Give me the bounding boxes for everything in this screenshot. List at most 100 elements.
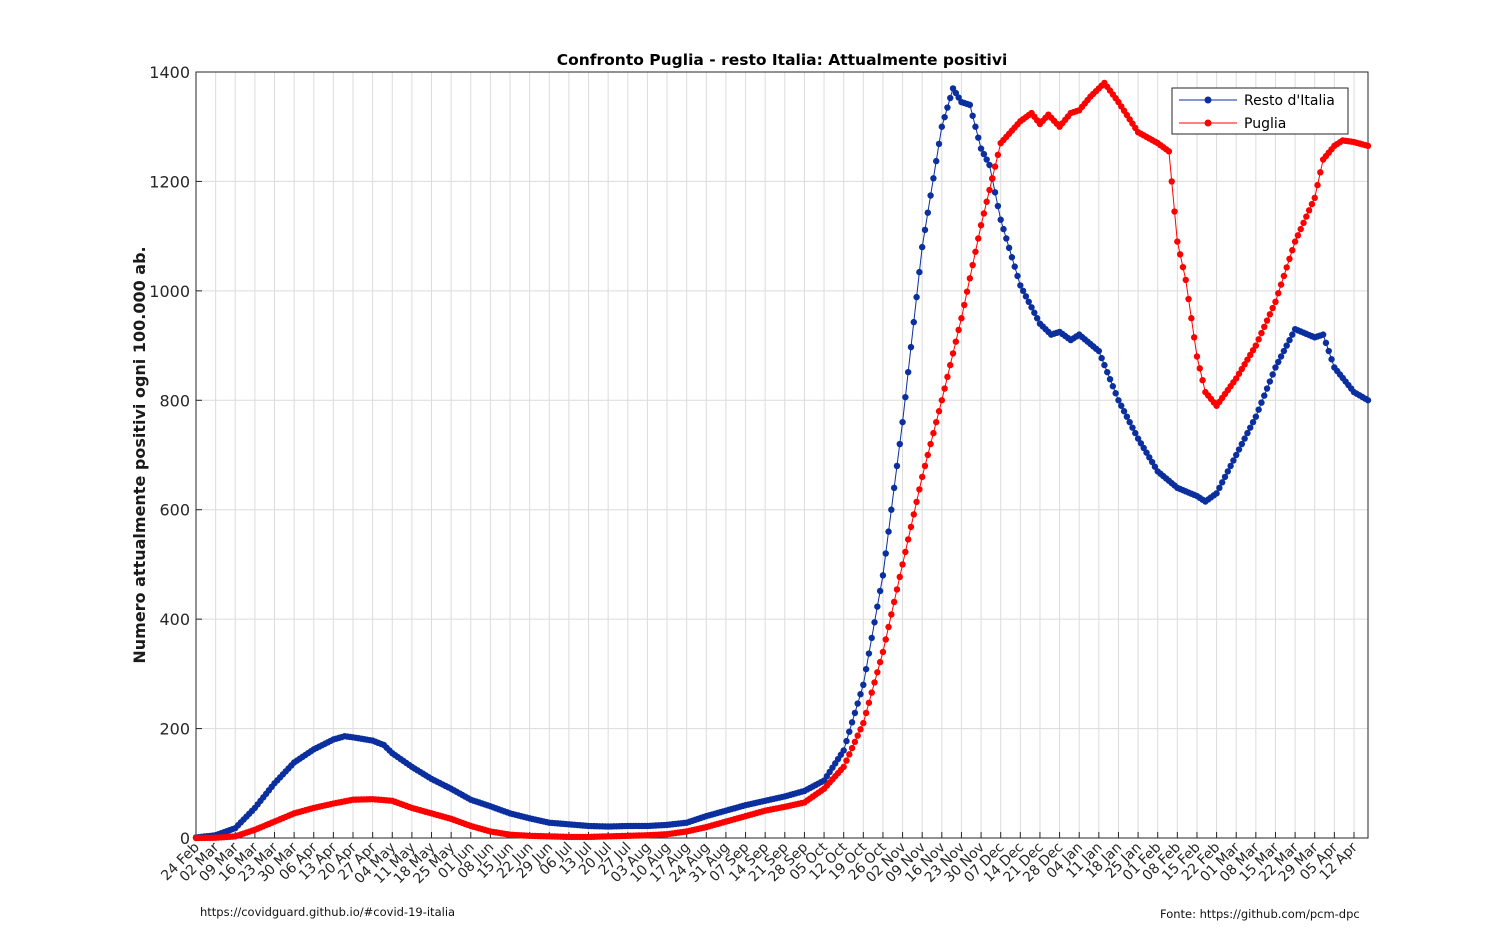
data-point xyxy=(1022,293,1030,300)
data-point xyxy=(944,373,951,381)
data-point xyxy=(1311,194,1318,202)
data-point xyxy=(910,511,917,518)
data-point xyxy=(1275,290,1282,297)
data-point xyxy=(862,665,870,673)
data-point xyxy=(991,163,999,170)
data-point xyxy=(1266,311,1274,318)
data-point xyxy=(955,326,962,334)
data-point xyxy=(1317,169,1324,176)
legend-marker xyxy=(1204,96,1212,104)
data-point xyxy=(1283,342,1290,349)
data-point xyxy=(1165,148,1173,155)
data-point xyxy=(1132,429,1139,437)
legend-label: Resto d'Italia xyxy=(1244,93,1335,109)
data-point xyxy=(1275,358,1282,366)
data-point xyxy=(933,157,940,165)
data-point xyxy=(1227,462,1234,470)
data-point xyxy=(848,719,856,726)
data-point xyxy=(1106,375,1114,383)
data-point xyxy=(1188,315,1195,322)
data-point xyxy=(1137,440,1145,447)
data-point xyxy=(1283,264,1290,271)
data-point xyxy=(930,175,937,182)
data-point xyxy=(1123,413,1131,420)
footer-source: Fonte: https://github.com/pcm-dpc xyxy=(1160,907,1360,921)
data-point xyxy=(975,134,982,141)
data-point xyxy=(1272,364,1279,371)
data-point xyxy=(986,161,993,169)
data-point xyxy=(921,226,929,234)
data-point xyxy=(952,338,960,345)
legend-label: Puglia xyxy=(1244,116,1286,132)
data-point xyxy=(1364,397,1372,404)
series-line xyxy=(195,82,1369,839)
y-axis: 0 200 400 600 800 1000 1200 1400 xyxy=(149,63,202,848)
data-point xyxy=(888,506,895,513)
data-point xyxy=(947,94,954,102)
data-point xyxy=(1120,408,1128,415)
data-point xyxy=(857,690,864,698)
data-point xyxy=(1235,370,1243,377)
data-point xyxy=(1255,336,1262,343)
data-point xyxy=(924,451,931,459)
data-point xyxy=(1249,418,1257,426)
data-point xyxy=(1011,263,1018,270)
data-point xyxy=(1000,225,1007,233)
data-point xyxy=(1247,424,1254,431)
data-point xyxy=(1322,339,1330,347)
data-point xyxy=(941,113,948,121)
data-point xyxy=(1241,435,1248,442)
data-point xyxy=(941,385,948,392)
data-point xyxy=(1230,457,1237,464)
data-point xyxy=(865,650,873,657)
y-tick-label: 200 xyxy=(159,720,190,739)
plot-area xyxy=(195,71,1369,839)
data-point xyxy=(1300,219,1307,227)
data-point xyxy=(933,418,940,426)
data-point xyxy=(885,623,892,631)
data-point xyxy=(851,709,859,717)
data-point xyxy=(1126,418,1133,426)
data-point xyxy=(874,669,881,676)
data-point xyxy=(1129,424,1136,431)
data-point xyxy=(874,603,881,610)
data-point xyxy=(944,104,951,111)
series-resto-italia xyxy=(192,85,1372,841)
data-point xyxy=(1112,390,1119,397)
data-point xyxy=(890,484,898,492)
data-point xyxy=(969,261,976,269)
data-point xyxy=(1104,368,1111,376)
y-tick-label: 1200 xyxy=(149,172,190,191)
data-point xyxy=(907,523,915,531)
data-point xyxy=(860,681,867,688)
data-point xyxy=(854,732,861,739)
series-layer xyxy=(192,79,1372,842)
data-point xyxy=(893,586,901,593)
chart-title: Confronto Puglia - resto Italia: Attualm… xyxy=(557,51,1008,69)
data-point xyxy=(975,235,982,242)
data-point xyxy=(1019,287,1027,295)
data-point xyxy=(1238,440,1246,448)
data-point xyxy=(871,619,878,626)
legend: Resto d'Italia Puglia xyxy=(1171,87,1349,135)
data-point xyxy=(927,192,934,199)
data-point xyxy=(882,550,889,557)
data-point xyxy=(1294,232,1302,239)
data-point xyxy=(876,658,884,666)
y-tick-label: 800 xyxy=(159,391,190,410)
data-point xyxy=(966,101,974,109)
data-point xyxy=(935,140,943,148)
data-point xyxy=(907,343,915,351)
data-point xyxy=(890,598,898,606)
legend-marker xyxy=(1204,119,1212,127)
data-point xyxy=(930,429,937,437)
data-point xyxy=(1098,354,1105,362)
data-point xyxy=(1247,351,1254,359)
data-point xyxy=(1319,331,1327,338)
data-point xyxy=(1328,356,1335,363)
y-tick-label: 400 xyxy=(159,610,190,629)
grid xyxy=(195,71,1368,839)
series-line xyxy=(195,87,1369,838)
data-point xyxy=(1289,331,1296,338)
